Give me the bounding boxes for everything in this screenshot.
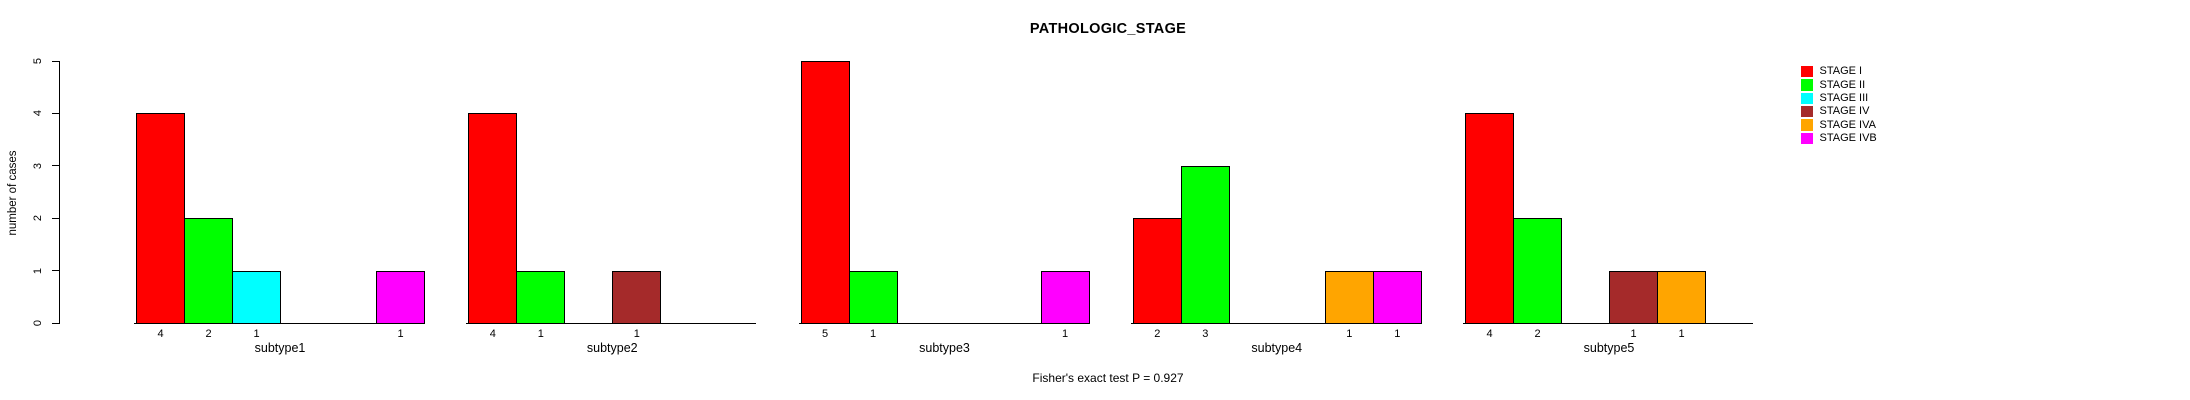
- y-axis-tick: [52, 270, 60, 272]
- bar-value-label: 4: [489, 328, 496, 340]
- bar-value-label: 1: [869, 328, 877, 340]
- bar-stage-ii: [1180, 166, 1230, 324]
- legend-item: STAGE IVA: [1801, 118, 1877, 131]
- bar-stage-iva: [1324, 271, 1374, 324]
- legend-color-swatch: [1801, 79, 1813, 91]
- bar-stage-ivb: [1372, 271, 1422, 324]
- bar-value-label: 5: [821, 328, 829, 340]
- y-axis-tick: [52, 322, 60, 324]
- x-axis-line: [1463, 323, 1753, 324]
- bar-stage-i: [136, 113, 185, 324]
- bar-stage-iii: [232, 271, 281, 324]
- y-axis-tick: [52, 217, 60, 219]
- x-axis-category-label: subtype4: [1251, 341, 1303, 355]
- x-axis-category-label: subtype1: [254, 341, 306, 355]
- bar-stage-ivb: [1040, 271, 1090, 324]
- y-axis-tick-label: 5: [32, 57, 44, 65]
- bar-value-label: 4: [157, 328, 164, 340]
- bar-value-label: 1: [1346, 328, 1353, 340]
- bar-stage-i: [1132, 218, 1182, 324]
- legend-item: STAGE IV: [1801, 105, 1877, 118]
- legend-label: STAGE II: [1819, 78, 1866, 91]
- legend-item: STAGE IVB: [1801, 132, 1877, 145]
- bar-value-label: 1: [1061, 328, 1069, 340]
- y-axis-tick: [52, 165, 60, 167]
- x-axis-category-label: subtype3: [919, 341, 970, 355]
- bar-value-label: 4: [1486, 328, 1493, 340]
- x-axis-category-label: subtype5: [1583, 341, 1635, 355]
- bar-stage-iva: [1657, 271, 1706, 324]
- legend-label: STAGE IVA: [1819, 118, 1876, 131]
- bar-value-label: 1: [1678, 328, 1685, 340]
- x-axis-line: [1130, 323, 1421, 324]
- legend-label: STAGE III: [1819, 91, 1869, 104]
- bar-value-label: 2: [1534, 328, 1541, 340]
- y-axis-tick-label: 2: [32, 215, 44, 222]
- bar-stage-ii: [1513, 218, 1562, 324]
- y-axis-tick-label: 4: [32, 110, 44, 117]
- y-axis-tick: [52, 112, 60, 114]
- bar-stage-iv: [612, 271, 662, 324]
- bar-stage-ii: [516, 271, 566, 324]
- y-axis-tick-label: 0: [32, 319, 44, 327]
- x-axis-category-label: subtype2: [586, 341, 638, 355]
- legend-item: STAGE II: [1801, 78, 1877, 91]
- legend-label: STAGE IV: [1819, 105, 1870, 118]
- legend-color-swatch: [1801, 105, 1813, 118]
- bar-value-label: 3: [1202, 328, 1209, 340]
- bar-value-label: 1: [397, 328, 404, 340]
- bar-value-label: 2: [205, 328, 212, 340]
- y-axis-tick: [52, 60, 60, 62]
- bar-stage-ivb: [376, 271, 425, 324]
- bar-stage-i: [468, 113, 518, 324]
- bar-stage-ii: [184, 218, 233, 324]
- fisher-test-annotation: Fisher's exact test P = 0.927: [1032, 371, 1184, 385]
- legend: STAGE I STAGE II STAGE III STAGE IV STAGE IV…: [1801, 65, 1877, 145]
- bar-value-label: 1: [537, 328, 544, 340]
- bar-stage-i: [1465, 113, 1514, 324]
- legend-label: STAGE IVB: [1819, 131, 1877, 144]
- legend-label: STAGE I: [1819, 65, 1863, 78]
- y-axis-tick-label: 3: [32, 162, 44, 169]
- legend-color-swatch: [1801, 65, 1813, 78]
- y-axis-title: number of cases: [7, 150, 19, 236]
- y-axis-line: [59, 61, 60, 324]
- bar-value-label: 1: [633, 328, 640, 340]
- legend-color-swatch: [1801, 119, 1813, 131]
- legend-color-swatch: [1801, 132, 1813, 145]
- bar-value-label: 2: [1154, 328, 1161, 340]
- y-axis-tick-label: 1: [32, 267, 44, 274]
- legend-color-swatch: [1801, 92, 1813, 105]
- bar-stage-i: [800, 61, 850, 324]
- legend-item: STAGE I: [1801, 65, 1877, 78]
- bar-value-label: 1: [1630, 328, 1637, 340]
- chart-title: PATHOLOGIC_STAGE: [1029, 21, 1187, 37]
- x-axis-line: [798, 323, 1089, 324]
- bar-value-label: 1: [1394, 328, 1401, 340]
- legend-item: STAGE III: [1801, 92, 1877, 105]
- bar-value-label: 1: [253, 328, 260, 340]
- x-axis-line: [466, 323, 757, 324]
- bar-stage-iv: [1609, 271, 1658, 324]
- bar-stage-ii: [848, 271, 898, 324]
